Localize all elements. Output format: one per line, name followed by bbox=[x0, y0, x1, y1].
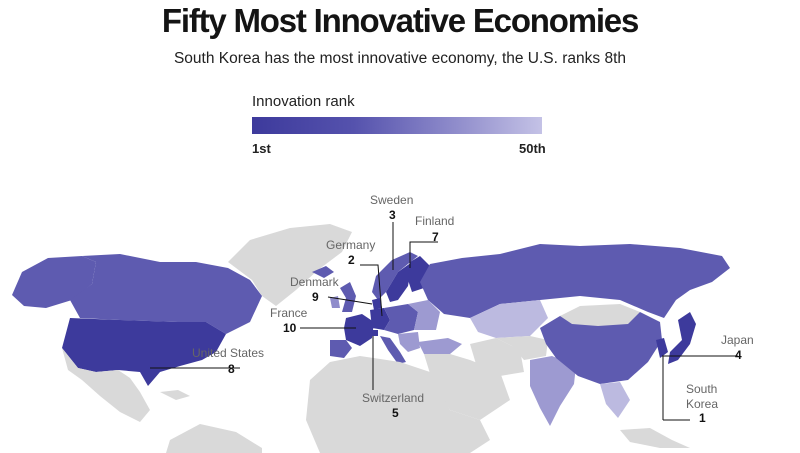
callout-sweden-label: Sweden bbox=[370, 193, 414, 207]
central-europe-shape bbox=[384, 304, 418, 334]
south-america-shape bbox=[166, 424, 262, 453]
iberia-shape bbox=[330, 340, 352, 358]
map-title: Fifty Most Innovative Economies bbox=[161, 2, 639, 39]
russia-shape bbox=[420, 244, 730, 318]
germany-shape bbox=[370, 308, 390, 330]
france-shape bbox=[344, 314, 374, 346]
legend-color-bar bbox=[252, 117, 542, 134]
callout-switzerland-label: Switzerland bbox=[362, 391, 425, 405]
mexico-shape bbox=[62, 348, 150, 422]
iran-shape bbox=[470, 338, 524, 376]
callout-denmark-label: Denmark bbox=[290, 275, 339, 289]
china-shape bbox=[540, 310, 662, 384]
callout-finland-label: Finland bbox=[415, 214, 455, 228]
caribbean-shape bbox=[160, 390, 190, 400]
alaska-shape bbox=[12, 256, 96, 308]
balkans-shape bbox=[398, 332, 420, 352]
indonesia-shape bbox=[620, 428, 690, 448]
japan-shape bbox=[668, 312, 696, 364]
legend-title: Innovation rank bbox=[252, 93, 355, 110]
callout-united-states-label: United States bbox=[192, 346, 265, 360]
callout-south-korea-rank: 1 bbox=[699, 411, 706, 425]
callout-germany-label: Germany bbox=[326, 238, 376, 252]
leader-lines bbox=[150, 222, 738, 421]
map-subtitle: South Korea has the most innovative econ… bbox=[173, 50, 627, 67]
india-shape bbox=[530, 356, 576, 426]
east-africa-shape bbox=[450, 410, 490, 453]
callout-sweden-rank: 3 bbox=[389, 208, 396, 222]
legend-high-label: 50th bbox=[519, 141, 546, 156]
iceland-shape bbox=[312, 266, 334, 278]
kazakhstan-shape bbox=[470, 300, 548, 338]
uk-shape bbox=[340, 282, 356, 312]
switzerland-shape bbox=[368, 330, 378, 336]
callout-switzerland-rank: 5 bbox=[392, 406, 399, 420]
south-korea-shape bbox=[656, 338, 668, 358]
callout-france-rank: 10 bbox=[283, 321, 297, 335]
norway-shape bbox=[372, 252, 418, 300]
eastern-europe-shape bbox=[408, 300, 440, 330]
callout-denmark-rank: 9 bbox=[312, 290, 319, 304]
denmark-shape bbox=[372, 298, 382, 310]
middle-east-shape bbox=[424, 354, 510, 420]
callout-france-label: France bbox=[270, 306, 308, 320]
callout-japan-rank: 4 bbox=[735, 348, 742, 362]
central-asia-shape bbox=[496, 336, 548, 360]
canada-shape bbox=[70, 254, 262, 334]
southeast-asia-shape bbox=[600, 382, 630, 418]
callout-germany-rank: 2 bbox=[348, 253, 355, 267]
greenland-shape bbox=[228, 224, 352, 306]
callout-south-korea-label: South Korea bbox=[686, 382, 719, 411]
sweden-shape bbox=[386, 262, 412, 302]
mongolia-shape bbox=[560, 304, 640, 326]
turkey-shape bbox=[418, 338, 462, 354]
united-states-shape bbox=[62, 318, 226, 386]
africa-shape bbox=[306, 356, 470, 453]
callout-japan-label: Japan bbox=[721, 333, 754, 347]
legend-low-label: 1st bbox=[252, 141, 271, 156]
callout-united-states-rank: 8 bbox=[228, 362, 235, 376]
callout-finland-rank: 7 bbox=[432, 230, 439, 244]
italy-shape bbox=[380, 336, 406, 364]
